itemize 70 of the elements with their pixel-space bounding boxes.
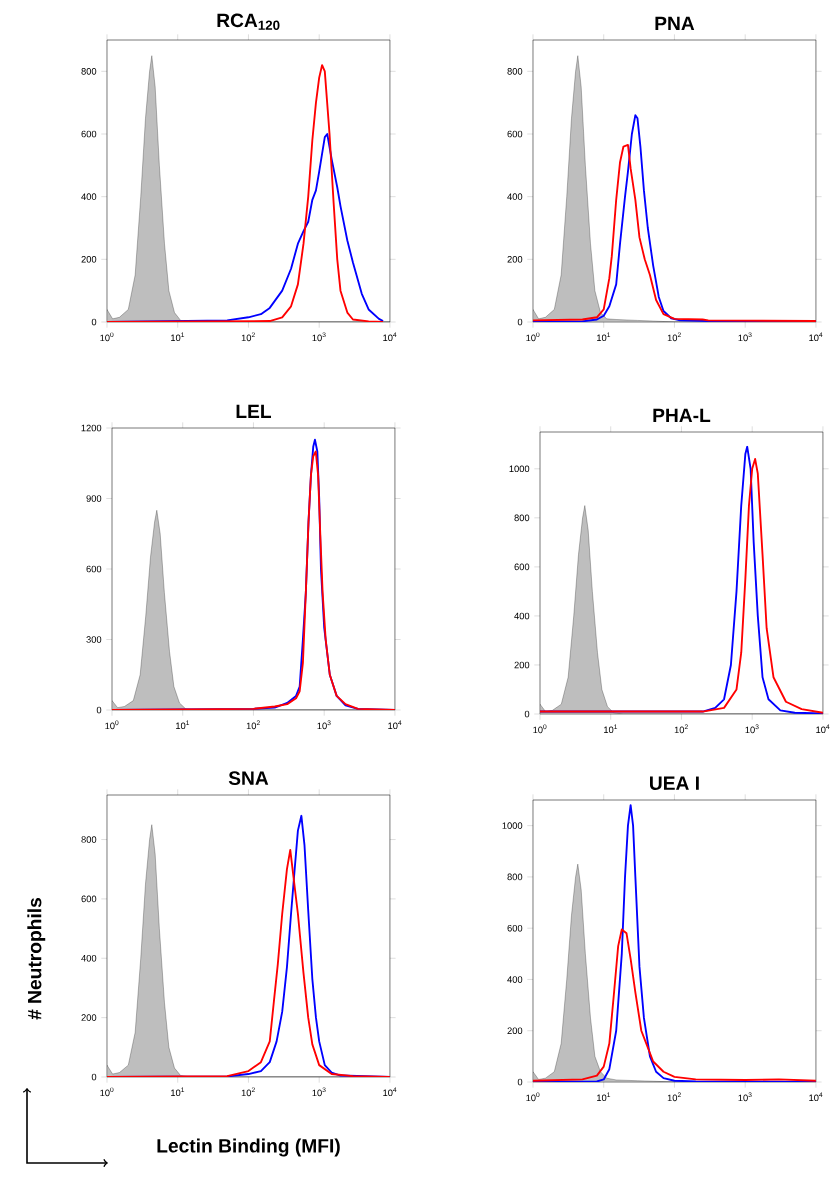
- x-tick-label: 10$^{3}$: [738, 1092, 752, 1102]
- x-tick-label: 10$^{1}$: [597, 332, 611, 342]
- y-tick-label: 800: [81, 836, 97, 843]
- x-tick-label: 10$^{0}$: [100, 1087, 114, 1097]
- x-tick-label: 10$^{0}$: [100, 332, 114, 342]
- y-tick-label: 300: [86, 636, 102, 643]
- x-axis-title: Lectin Binding (MFI): [157, 1138, 340, 1157]
- y-tick-label: 200: [507, 1027, 523, 1035]
- x-tick-label: 10$^{3}$: [738, 332, 752, 342]
- y-tick-label: 600: [507, 924, 523, 932]
- y-tick-label: 600: [507, 130, 523, 138]
- y-tick-label: 400: [507, 193, 523, 200]
- chart-title: SNA: [228, 771, 269, 785]
- x-tick-label: 10$^{4}$: [383, 1087, 397, 1097]
- x-tick-label: 10$^{0}$: [526, 1092, 540, 1102]
- x-tick-label: 10$^{3}$: [745, 724, 759, 734]
- y-tick-label: 0: [517, 318, 523, 326]
- x-tick-label: 10$^{2}$: [241, 1087, 255, 1097]
- chart-title: UEA I: [650, 776, 699, 790]
- y-tick-label: 400: [514, 612, 530, 620]
- y-tick-label: 400: [81, 954, 97, 962]
- y-tick-label: 400: [81, 193, 97, 200]
- x-tick-label: 10$^{1}$: [597, 1092, 611, 1102]
- chart-title: PNA: [655, 16, 695, 30]
- chart-title: LEL: [236, 404, 272, 418]
- x-tick-label: 10$^{0}$: [533, 724, 547, 734]
- y-tick-label: 0: [91, 1073, 97, 1081]
- x-tick-label: 10$^{1}$: [171, 1087, 185, 1097]
- y-tick-label: 400: [507, 976, 523, 983]
- y-tick-label: 0: [517, 1078, 523, 1086]
- y-tick-label: 200: [507, 256, 523, 263]
- y-tick-label: 1000: [502, 822, 523, 829]
- x-tick-label: 10$^{1}$: [604, 724, 618, 734]
- x-tick-label: 10$^{0}$: [526, 332, 540, 342]
- x-tick-label: 10$^{3}$: [312, 1087, 326, 1097]
- y-tick-label: 200: [81, 256, 97, 263]
- y-tick-label: 200: [514, 661, 530, 669]
- x-tick-label: 10$^{1}$: [176, 720, 190, 730]
- x-tick-label: 10$^{2}$: [667, 332, 681, 342]
- y-tick-label: 600: [86, 565, 102, 573]
- chart-title: PHA-L: [653, 408, 711, 422]
- y-tick-label: 0: [91, 318, 97, 326]
- x-tick-label: 10$^{4}$: [809, 1092, 823, 1102]
- x-tick-label: 10$^{1}$: [171, 332, 185, 342]
- x-tick-label: 10$^{2}$: [241, 332, 255, 342]
- x-tick-label: 10$^{4}$: [383, 332, 397, 342]
- y-axis-title: # Neutrophils: [27, 898, 46, 1020]
- x-tick-label: 10$^{2}$: [674, 724, 688, 734]
- x-tick-label: 10$^{2}$: [667, 1092, 681, 1102]
- x-tick-label: 10$^{2}$: [246, 720, 260, 730]
- y-tick-label: 1200: [81, 424, 102, 432]
- y-tick-label: 800: [507, 873, 523, 881]
- x-tick-label: 10$^{3}$: [312, 332, 326, 342]
- y-tick-label: 600: [81, 895, 97, 903]
- y-tick-label: 900: [86, 495, 102, 502]
- y-tick-label: 800: [507, 68, 523, 75]
- y-tick-label: 600: [514, 563, 530, 571]
- x-tick-label: 10$^{0}$: [105, 720, 119, 730]
- x-tick-label: 10$^{4}$: [816, 724, 830, 734]
- x-tick-label: 10$^{4}$: [809, 332, 823, 342]
- y-tick-label: 0: [96, 706, 102, 714]
- y-tick-label: 600: [81, 130, 97, 138]
- x-tick-label: 10$^{3}$: [317, 720, 331, 730]
- y-tick-label: 800: [514, 514, 530, 522]
- y-tick-label: 200: [81, 1014, 97, 1021]
- y-tick-label: 1000: [509, 465, 530, 473]
- y-tick-label: 800: [81, 68, 97, 75]
- chart-title: RCA$_{120}$: [217, 13, 280, 30]
- x-tick-label: 10$^{4}$: [388, 720, 402, 730]
- y-tick-label: 0: [524, 710, 530, 718]
